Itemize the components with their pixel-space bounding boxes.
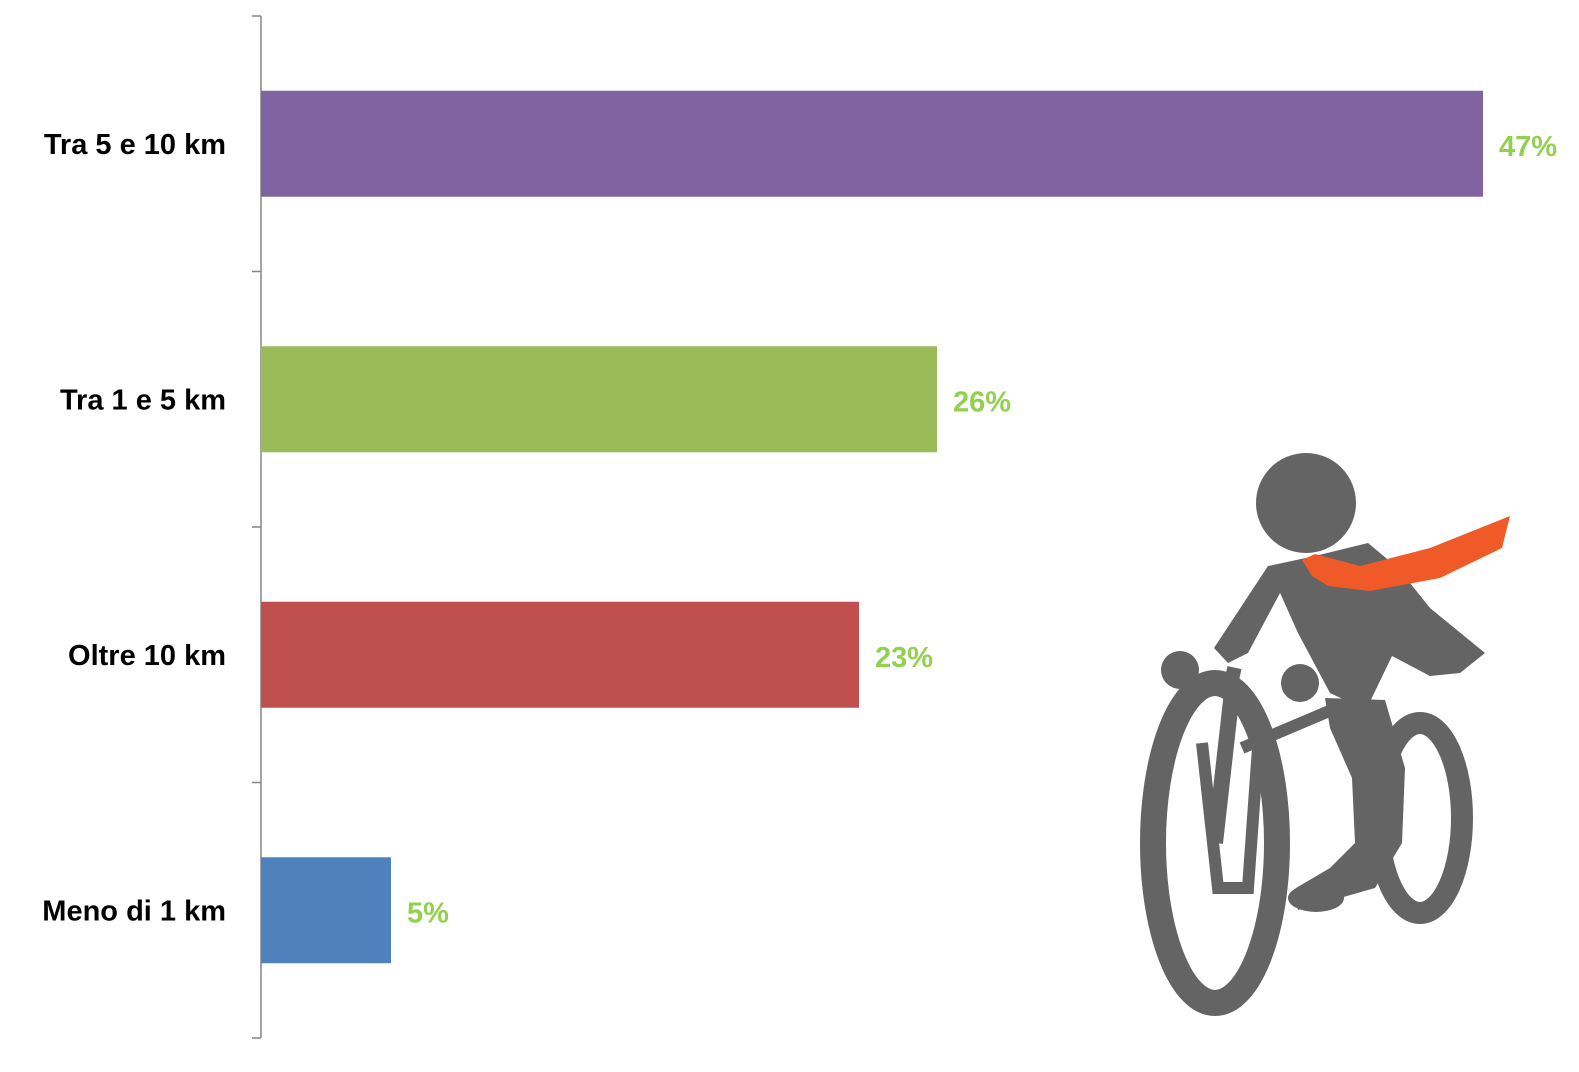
bicycle-basket — [1196, 742, 1264, 894]
cyclist-businessman-icon — [1140, 453, 1510, 1016]
value-label: 47% — [1499, 131, 1557, 163]
rider-torso — [1268, 543, 1485, 710]
value-label: 23% — [875, 642, 933, 674]
labels: Tra 5 e 10 km 47% Tra 1 e 5 km 26% Oltre 10 … — [42, 129, 1557, 930]
category-label: Oltre 10 km — [68, 640, 226, 672]
bar — [261, 346, 937, 453]
value-label: 5% — [407, 897, 449, 929]
bicycle — [1140, 666, 1473, 1016]
value-label: 26% — [953, 386, 1011, 418]
category-label: Meno di 1 km — [42, 895, 226, 927]
bar — [261, 90, 1483, 197]
bar — [261, 857, 391, 964]
rider-legs — [1296, 698, 1405, 910]
tie-icon — [1302, 516, 1510, 591]
category-label: Tra 1 e 5 km — [60, 384, 226, 416]
rider-hand-left — [1161, 651, 1199, 689]
handlebar-stem — [1224, 666, 1242, 683]
bar — [261, 601, 859, 708]
rider-hand-right — [1281, 664, 1319, 702]
rider-head — [1256, 453, 1356, 553]
rider-shoe — [1288, 884, 1344, 912]
front-wheel — [1140, 670, 1290, 1016]
rider — [1161, 453, 1485, 912]
fork — [1207, 682, 1241, 844]
rider-arm — [1214, 566, 1288, 663]
category-axis — [252, 15, 262, 1039]
bars — [261, 90, 1483, 964]
category-label: Tra 5 e 10 km — [44, 129, 226, 161]
